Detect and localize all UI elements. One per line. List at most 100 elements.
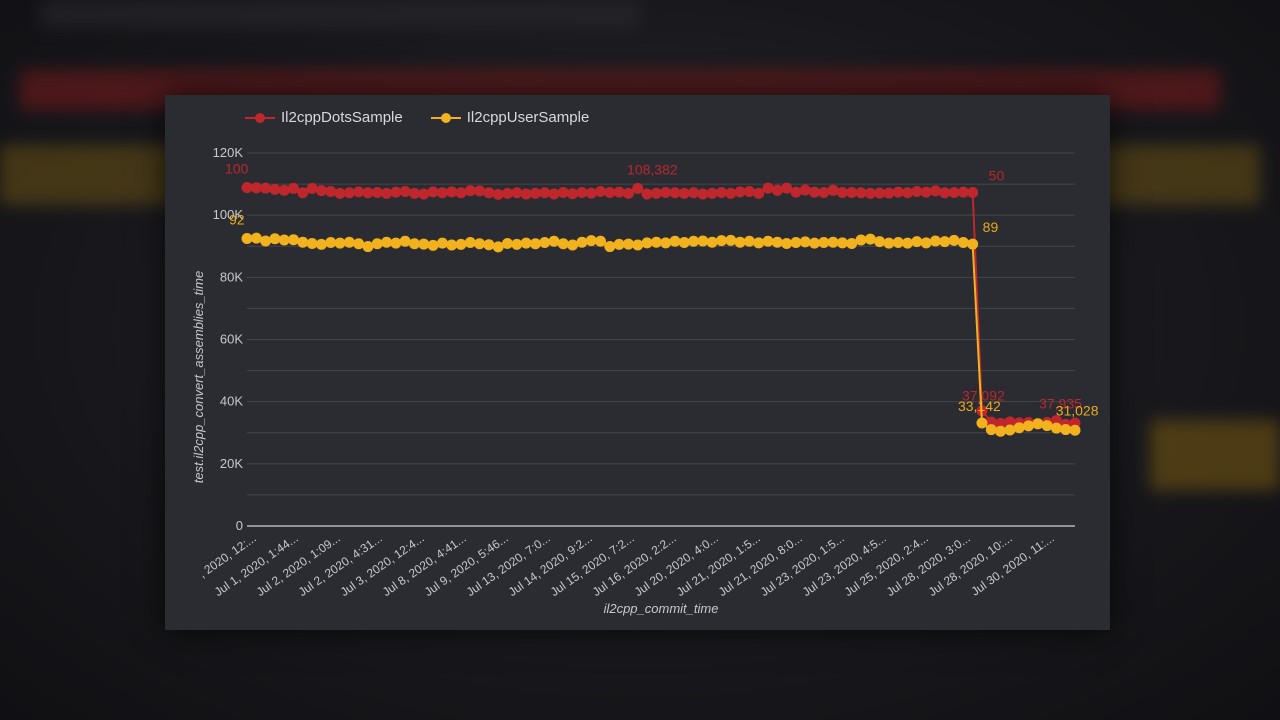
data-point-dots [613, 186, 625, 198]
data-point-dots [809, 186, 821, 198]
y-tick-label: 100K [213, 207, 244, 222]
data-point-dots [920, 186, 932, 198]
data-point-dots [706, 187, 718, 199]
data-point-dots [520, 188, 532, 200]
data-point-dots [325, 186, 337, 198]
data-point-user [427, 239, 439, 251]
data-point-user [260, 235, 272, 247]
data-point-dots [799, 184, 811, 196]
data-point-dots [632, 182, 644, 194]
data-point-dots [381, 187, 393, 199]
data-point-dots [288, 182, 300, 194]
data-point-dots [353, 186, 365, 198]
data-point-user [678, 237, 690, 249]
data-point-user [390, 237, 402, 249]
data-point-user [976, 417, 988, 429]
data-point-dots [771, 184, 783, 196]
data-point-user [399, 235, 411, 247]
data-point-dots [278, 184, 290, 196]
data-point-dots [501, 187, 513, 199]
data-point-user [297, 236, 309, 248]
data-point-user [1041, 420, 1053, 432]
data-point-user [353, 238, 365, 250]
data-point-dots [902, 187, 914, 199]
data-label: 108,382 [627, 161, 678, 177]
data-point-user [371, 238, 383, 250]
y-tick-label: 120K [213, 145, 244, 160]
data-point-user [874, 236, 886, 248]
data-label: 37,935 [1039, 396, 1082, 412]
grid-layer [247, 152, 1075, 527]
data-point-dots [688, 187, 700, 199]
data-point-user [892, 237, 904, 249]
data-point-dots [1004, 416, 1016, 428]
data-point-user [632, 239, 644, 251]
data-point-user [381, 236, 393, 248]
data-point-user [641, 237, 653, 249]
data-point-user [902, 237, 914, 249]
data-point-dots [957, 186, 969, 198]
legend-item-dots[interactable]: Il2cppDotsSample [245, 109, 403, 126]
data-point-user [827, 236, 839, 248]
data-point-dots [790, 186, 802, 198]
data-point-dots [297, 187, 309, 199]
data-point-user [548, 235, 560, 247]
data-point-user [269, 233, 281, 245]
data-point-user [622, 238, 634, 250]
data-point-user [418, 238, 430, 250]
data-point-user [539, 237, 551, 249]
data-point-dots [399, 186, 411, 198]
x-axis: , 2020, 12:...Jul 1, 2020, 1:44...Jul 2,… [196, 531, 1057, 599]
data-point-user [836, 237, 848, 249]
data-point-dots [864, 187, 876, 199]
data-point-user [241, 232, 253, 244]
data-point-user [967, 238, 979, 250]
data-point-dots [678, 187, 690, 199]
data-label: 37,092 [962, 388, 1005, 404]
legend-item-user[interactable]: Il2cppUserSample [430, 109, 589, 126]
data-point-dots [483, 187, 495, 199]
data-label: 89 [983, 219, 999, 235]
data-point-user [604, 241, 616, 253]
data-point-user [1013, 422, 1025, 434]
legend-label-dots: Il2cppDotsSample [281, 109, 403, 126]
data-point-dots [818, 186, 830, 198]
chart-legend: Il2cppDotsSample Il2cppUserSample [245, 109, 589, 126]
data-point-user [809, 237, 821, 249]
data-point-dots [576, 186, 588, 198]
data-point-user [948, 234, 960, 246]
data-point-user [650, 236, 662, 248]
data-point-dots [474, 185, 486, 197]
data-point-dots [343, 187, 355, 199]
data-point-user [567, 239, 579, 251]
data-point-dots [948, 186, 960, 198]
data-point-dots [892, 186, 904, 198]
y-axis: 0 20K 40K 60K 80K 100K 120K [213, 145, 244, 533]
data-point-user [957, 237, 969, 249]
data-point-user [455, 238, 467, 250]
data-point-user [799, 236, 811, 248]
data-point-dots [260, 182, 272, 194]
data-label: 50 [989, 167, 1005, 183]
data-label: 92 [229, 211, 245, 227]
data-point-dots [539, 187, 551, 199]
data-point-user [474, 238, 486, 250]
data-point-dots [874, 187, 886, 199]
data-point-user [734, 236, 746, 248]
data-point-user [325, 237, 337, 249]
data-point-dots [883, 187, 895, 199]
data-point-dots [446, 186, 458, 198]
data-point-dots [827, 184, 839, 196]
data-point-user [697, 235, 709, 247]
data-point-dots [567, 188, 579, 200]
y-tick-label: 60K [220, 332, 243, 347]
y-tick-label: 80K [220, 269, 243, 284]
data-point-dots [715, 186, 727, 198]
y-tick-label: 40K [220, 394, 243, 409]
y-tick-label: 20K [220, 456, 243, 471]
legend-swatch-user [430, 111, 461, 125]
data-point-dots [725, 187, 737, 199]
data-point-dots [911, 186, 923, 198]
data-point-dots [269, 183, 281, 195]
data-point-user [725, 234, 737, 246]
